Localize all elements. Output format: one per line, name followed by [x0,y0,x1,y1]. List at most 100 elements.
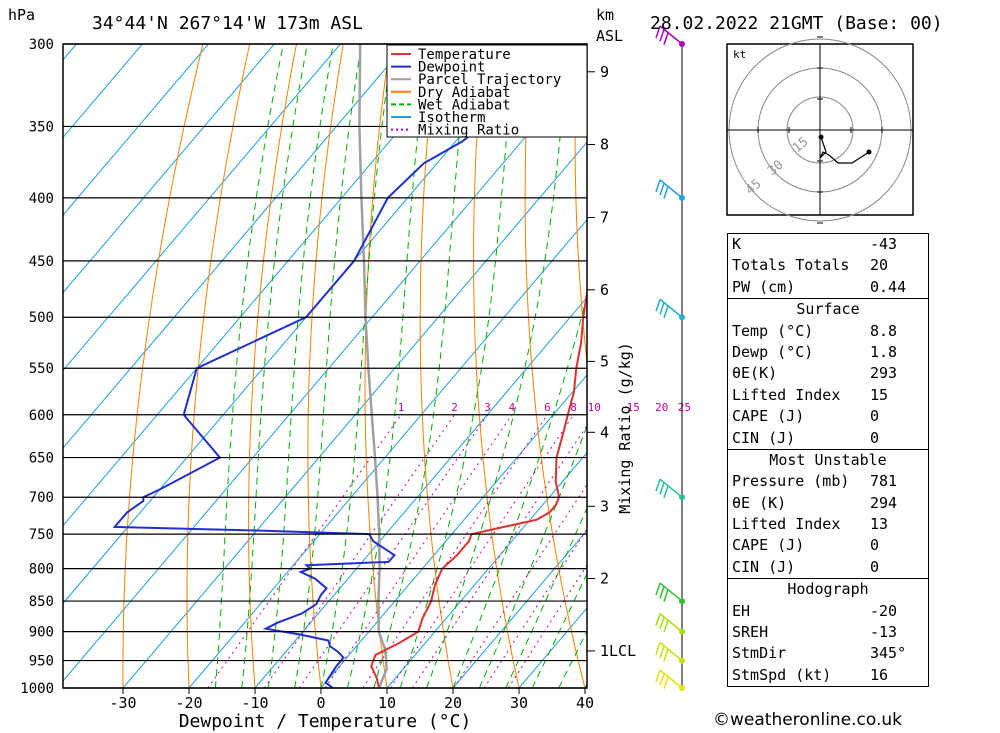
table-row-label: CIN (J) [732,428,796,447]
mixing-ratio-label: 4 [509,401,516,414]
height-unit-asl: ASL [596,27,623,45]
table-row: Totals Totals 20 [728,255,928,276]
wind-barb-feather [659,586,665,599]
pressure-tick-label: 300 [29,37,54,53]
dry-adiabat-line [186,44,251,688]
table-row: θE (K) 294 [728,493,928,514]
wet-adiabat-line [426,44,570,688]
table-row-label: CAPE (J) [732,536,805,555]
wet-adiabat-line [531,572,587,688]
legend-label: Wet Adiabat [418,97,511,113]
table-row-label: PW (cm) [732,277,796,296]
wind-barb [655,298,683,319]
isotherm-line [63,44,407,449]
height-tick-label: 8 [600,135,609,153]
x-tick-label: 30 [510,694,528,712]
dewpoint-line [112,44,546,688]
dry-adiabat-line [122,44,204,688]
table-row-label: K [732,235,742,253]
pressure-tick-label: 550 [29,361,54,377]
wind-barb-feather [659,673,665,686]
isotherm-line [63,44,275,294]
wind-barb-feather [663,186,669,199]
mixing-ratio-line [389,414,575,688]
table-row-value: 1.8 [870,342,898,361]
wind-barb [655,669,683,689]
table-row: Pressure (mb) 781 [728,471,928,492]
hodograph-end-point [866,149,872,155]
wet-adiabat-line [320,44,394,688]
height-tick-label: 5 [600,352,609,370]
pressure-tick-label: 350 [29,119,54,135]
x-tick-label: 0 [316,694,325,712]
height-tick-label: 3 [600,497,609,515]
wind-barb [655,25,683,45]
wind-barb [655,613,683,633]
pressure-tick-label: 800 [29,562,54,578]
isotherm-line [320,374,587,688]
surface-title: Surface [796,300,860,319]
wind-profile [655,25,685,691]
dry-adiabat-line [574,44,587,368]
isotherm-line [63,44,143,139]
legend-label: Dewpoint [418,60,485,76]
wet-adiabat-line [241,44,308,688]
table-row-value: 15 [870,385,889,404]
height-tick-label: 4 [600,423,609,441]
most-unstable-title: Most Unstable [769,450,887,469]
wind-barb [655,582,683,602]
wind-barb-feather [659,616,665,630]
table-row: EH -20 [728,601,928,622]
surface-section: Surface Temp (°C) 8.8 Dewp (°C) 1.8 θE(K) 293… [728,298,928,449]
wind-barb-feather [655,179,661,193]
mixing-ratio-line [507,564,587,688]
mixing-ratio-label: 6 [544,401,551,414]
height-tick-label: 9 [600,63,609,81]
isotherm-line [63,63,587,682]
mixing-ratio-line [483,528,587,688]
copyright: ©weatheronline.co.uk [713,710,903,730]
mixing-ratio-label: 1 [398,401,405,414]
table-row-value: 0 [870,536,880,555]
height-tick-label: 2 [600,570,609,588]
table-row-value: 0.44 [870,277,907,296]
wind-barb [655,478,683,499]
hodograph-start-point [818,134,824,140]
table-row-value: 0 [870,428,880,447]
mixing-ratio-labels: 1 2 3 4 6 8 10 15 20 25 [398,401,691,414]
mixing-ratio-label: 10 [588,401,601,414]
table-row-label: Lifted Index [732,515,841,534]
mixing-ratio-label: 2 [451,401,458,414]
table-row-label: Lifted Index [732,385,841,404]
dry-adiabat-line [472,44,520,688]
table-row: StmSpd (kt) 16 [728,665,928,686]
wind-barb-feather [655,642,661,655]
legend-label: Isotherm [418,110,485,126]
wind-barb-shaft [659,478,683,498]
pressure-tick-label: 850 [29,594,54,610]
wind-barb-feather [655,582,661,596]
wind-barb-feather [659,182,665,196]
table-row-label: EH [732,601,751,620]
isotherm-line [386,451,587,688]
wet-adiabat-line [294,44,362,688]
wind-barb-feather [659,302,665,315]
wet-adiabat-line [478,424,587,688]
wind-barb-shaft [659,298,683,318]
dry-adiabat-line [419,44,454,688]
table-row-label: CIN (J) [732,557,796,576]
x-tick-label: 10 [378,694,396,712]
table-row: CAPE (J) 0 [728,406,928,427]
isotherm-line [63,44,209,216]
most-unstable-section: Most Unstable Pressure (mb) 781 θE (K) 294 L… [728,448,928,578]
wind-barb-feather [663,648,669,662]
table-row-label: Pressure (mb) [732,472,850,491]
table-row: StmDir 345° [728,643,928,664]
pressure-tick-label: 450 [29,254,54,270]
table-row-value: 16 [870,665,889,684]
height-unit-label: km [596,6,614,24]
temperature-line [370,286,587,688]
table-row-label: StmSpd (kt) [732,665,832,684]
wind-barb-feather [655,299,661,312]
